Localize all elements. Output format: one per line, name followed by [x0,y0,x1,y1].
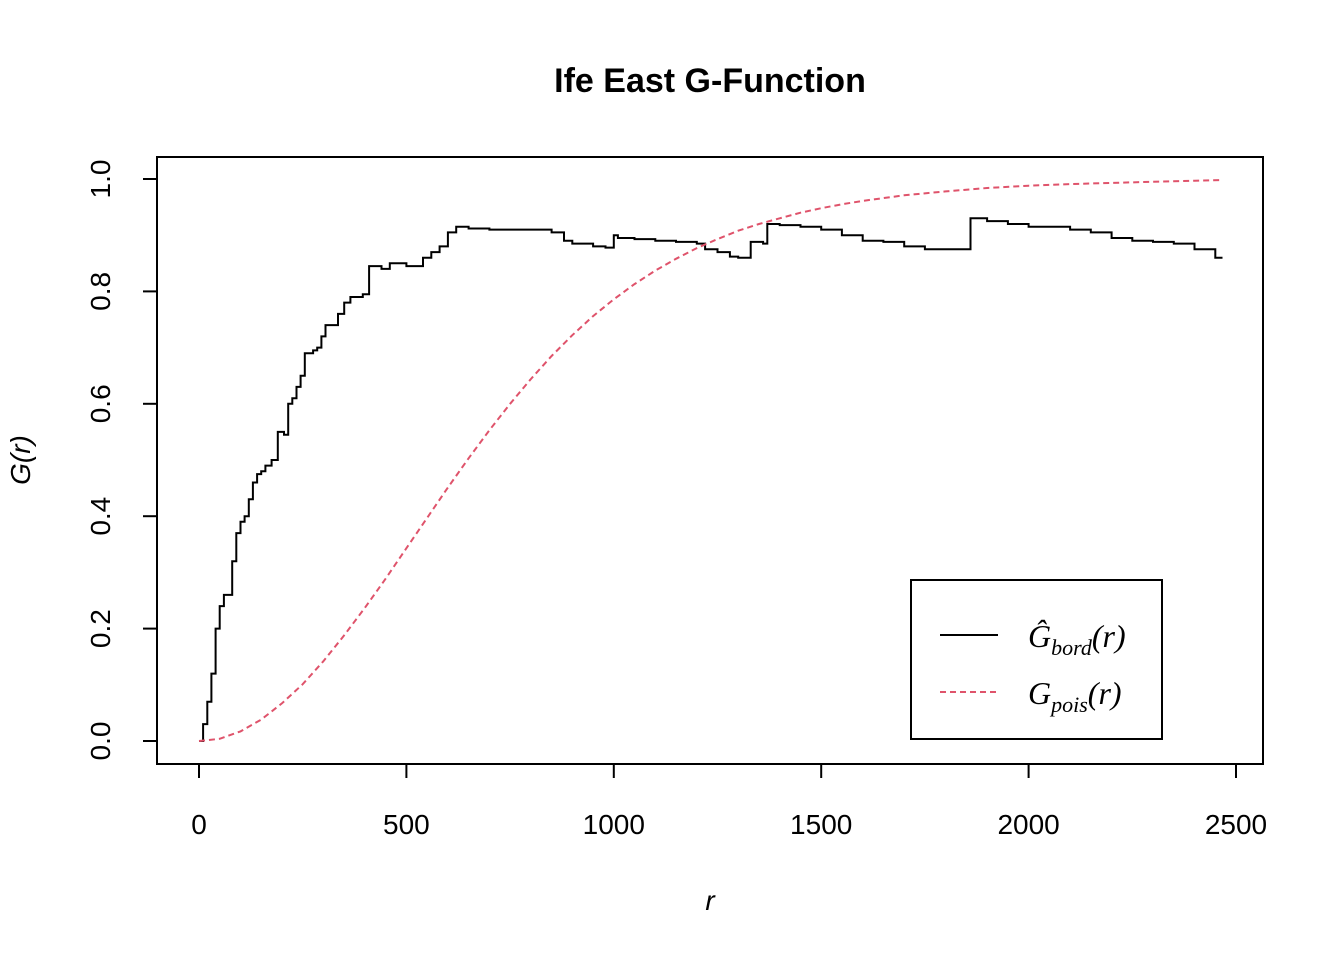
series-line-gbord [199,217,1223,742]
y-tick-label: 0.0 [85,722,116,761]
x-tick-label: 1000 [583,809,645,840]
x-axis-label: r [705,885,716,916]
y-tick-label: 0.6 [85,384,116,423]
legend: Ĝbord(r) Gpois(r) [910,579,1163,740]
chart-title: Ife East G-Function [554,62,866,100]
y-axis-label: G(r) [5,435,36,485]
y-axis: 0.0 0.2 0.4 0.6 0.8 1.0 [85,160,158,761]
x-tick-label: 0 [191,809,207,840]
x-axis: 0 500 1000 1500 2000 2500 [191,763,1267,840]
x-tick-label: 2000 [997,809,1059,840]
y-tick-label: 0.8 [85,272,116,311]
series-layer [198,179,1223,742]
x-tick-label: 1500 [790,809,852,840]
legend-box [910,579,1163,740]
y-tick-label: 0.4 [85,497,116,536]
y-tick-label: 0.2 [85,609,116,648]
x-tick-label: 500 [383,809,430,840]
legend-label-gpois: Gpois(r) [1028,675,1122,717]
y-tick-label: 1.0 [85,160,116,199]
series-line-gpois [198,179,1222,742]
x-tick-label: 2500 [1205,809,1267,840]
legend-label-gbord: Ĝbord(r) [1028,618,1126,660]
